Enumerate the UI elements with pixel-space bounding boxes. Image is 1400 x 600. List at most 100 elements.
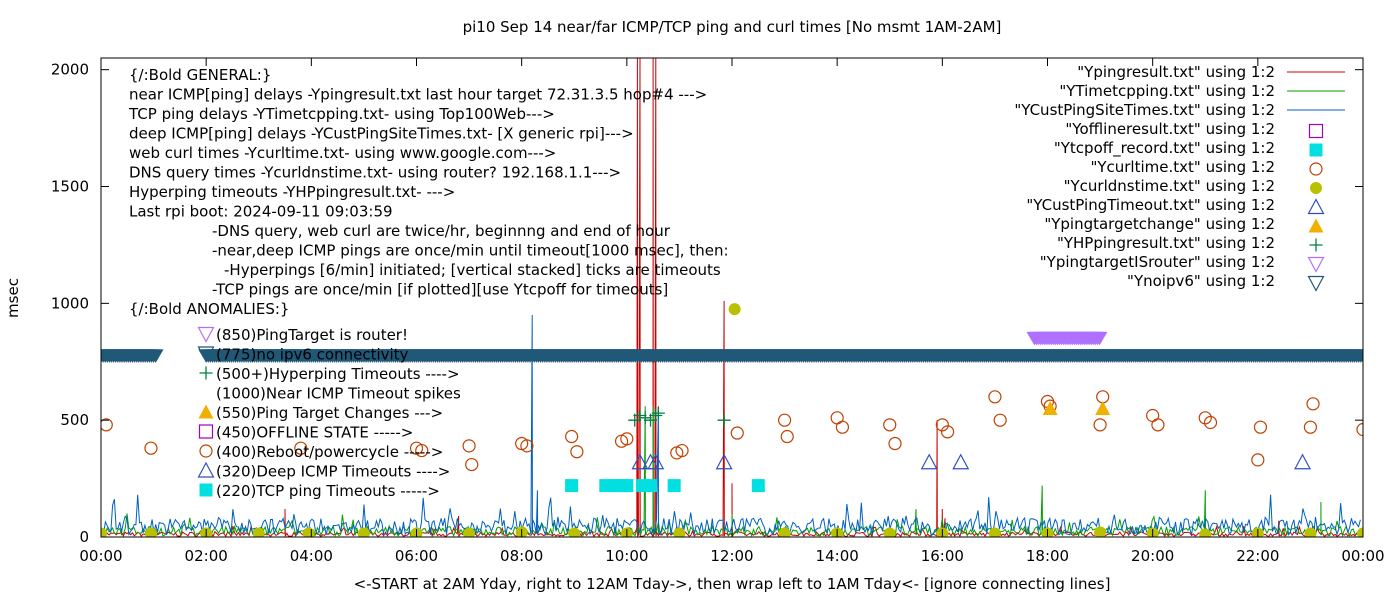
series-6-point-15 — [883, 527, 896, 537]
legend-entry-label: "YHPpingresult.txt" using 1:2 — [1057, 234, 1275, 252]
series-5-point-16 — [777, 413, 792, 427]
series-7-point-3 — [715, 453, 733, 470]
series-5-point-20 — [883, 418, 897, 432]
series-5-point-4 — [415, 443, 429, 458]
series-8-point-1 — [1095, 400, 1111, 415]
x-tick-label: 10:00 — [605, 547, 648, 565]
series-5-point-0 — [101, 418, 113, 432]
series-4-point-6 — [643, 479, 657, 493]
series-5-point-5 — [462, 439, 476, 453]
series-6-point-11 — [673, 527, 686, 537]
series-5-point-25 — [993, 413, 1007, 427]
anomaly-marker — [199, 366, 213, 380]
series-5-point-15 — [730, 426, 744, 440]
legend-marker-swatch — [1308, 123, 1324, 139]
legend: "Ypingresult.txt" using 1:2"YTimetcpping… — [1014, 63, 1345, 292]
anomaly-label: (850)PingTarget is router! — [216, 326, 408, 344]
series-7-point-2 — [647, 453, 665, 470]
annotation-line: -near,deep ICMP pings are once/min until… — [212, 242, 729, 260]
anomaly-label: (220)TCP ping Timeouts -----> — [216, 482, 440, 500]
series-6-point-5 — [357, 527, 370, 537]
series-5-point-2 — [294, 441, 308, 455]
annotation-line: DNS query times -Ycurldnstime.txt- using… — [129, 164, 621, 182]
plot-area — [101, 58, 1363, 537]
series-5-point-23 — [940, 425, 955, 439]
y-tick-label: 2000 — [51, 61, 89, 79]
anomaly-marker — [199, 483, 213, 497]
legend-entry-label: "Ycurltime.txt" using 1:2 — [1090, 158, 1275, 176]
series-6-point-24 — [1357, 527, 1363, 537]
legend-entry-label: "YpingtargetISrouter" using 1:2 — [1040, 253, 1275, 271]
series-5-point-10 — [570, 445, 584, 459]
x-tick-label: 00:00 — [1341, 547, 1384, 565]
series-5-point-21 — [888, 436, 902, 451]
series-6-point-0 — [101, 527, 107, 537]
annotation-line: {/:Bold GENERAL:} — [129, 66, 271, 84]
annotation-line: -Hyperpings [6/min] initiated; [vertical… — [224, 261, 721, 279]
series-5-point-9 — [565, 429, 579, 444]
series-5-point-34 — [1251, 453, 1265, 467]
series-5-point-35 — [1253, 420, 1268, 434]
series-7-point-5 — [952, 453, 970, 470]
annotation-line: deep ICMP[ping] delays -YCustPingSiteTim… — [129, 125, 634, 143]
legend-entry-label: "YCustPingTimeout.txt" using 1:2 — [1026, 196, 1275, 214]
series-5-point-38 — [1356, 422, 1363, 437]
chart-title: pi10 Sep 14 near/far ICMP/TCP ping and c… — [463, 18, 1002, 36]
anomaly-label: (1000)Near ICMP Timeout spikes — [216, 385, 461, 403]
series-line-1 — [103, 406, 1361, 537]
y-tick-label: 1500 — [51, 178, 89, 196]
legend-entry-label: "YCustPingSiteTimes.txt" using 1:2 — [1014, 101, 1275, 119]
series-7-point-4 — [920, 453, 938, 470]
series-9-point-6 — [717, 413, 731, 427]
series-6-point-19 — [1094, 526, 1107, 537]
anomaly-marker — [199, 444, 213, 458]
series-11-mark-0 — [147, 349, 164, 363]
series-6-point-12 — [728, 303, 741, 316]
x-tick-label: 08:00 — [500, 547, 543, 565]
legend-marker-swatch — [1307, 275, 1325, 292]
legend-marker-swatch — [1309, 238, 1323, 252]
annotation-line: near ICMP[ping] delays -Ypingresult.txt … — [129, 86, 707, 104]
x-tick-label: 00:00 — [79, 547, 122, 565]
anomaly-label: (400)Reboot/powercycle -----> — [216, 443, 443, 461]
legend-marker-swatch — [1307, 198, 1325, 215]
anomaly-marker — [198, 404, 214, 419]
x-axis-label: <-START at 2AM Yday, right to 12AM Tday-… — [354, 575, 1111, 593]
legend-entry-label: "Ycurldnstime.txt" using 1:2 — [1064, 177, 1275, 195]
x-tick-label: 14:00 — [816, 547, 859, 565]
series-5-point-28 — [1093, 418, 1107, 432]
series-5-point-24 — [988, 390, 1002, 404]
series-5-point-19 — [835, 420, 850, 434]
series-5-point-36 — [1303, 420, 1318, 434]
series-7-point-0 — [631, 453, 649, 470]
legend-marker-swatch — [1309, 162, 1323, 176]
series-9-point-5 — [651, 406, 665, 420]
series-4-point-0 — [565, 479, 579, 493]
series-9-point-4 — [649, 408, 663, 422]
anomaly-marker — [198, 424, 214, 439]
annotation-line: web curl times -Ycurltime.txt- using www… — [129, 144, 556, 162]
annotation-line: TCP ping delays -YTimetcpping.txt- using… — [128, 105, 555, 123]
series-6-point-17 — [988, 527, 1001, 537]
series-6-point-7 — [463, 527, 476, 537]
legend-entry-label: "Ypingtargetchange" using 1:2 — [1044, 215, 1275, 233]
x-tick-label: 22:00 — [1236, 547, 1279, 565]
series-10-mark-0 — [1091, 331, 1108, 346]
legend-entry-label: "Yofflineresult.txt" using 1:2 — [1065, 120, 1275, 138]
anomaly-label: (450)OFFLINE STATE -----> — [216, 424, 413, 442]
series-5-point-14 — [675, 443, 689, 458]
anomaly-label: (775)no ipv6 connectivity — [216, 346, 409, 364]
x-tick-label: 16:00 — [921, 547, 964, 565]
series-5-point-1 — [144, 441, 158, 455]
annotation-line: Last rpi boot: 2024-09-11 09:03:59 — [129, 203, 393, 221]
anomalies-block: (850)PingTarget is router! (775)no ipv6 c… — [197, 326, 461, 500]
series-11-mark-1 — [1355, 349, 1363, 363]
series-6-point-13 — [778, 527, 791, 537]
series-5-point-22 — [935, 418, 949, 432]
annotation-line: -DNS query, web curl are twice/hr, begin… — [212, 222, 671, 240]
series-6-point-3 — [252, 527, 265, 537]
y-tick-label: 1000 — [51, 294, 89, 312]
series-4-point-8 — [751, 479, 765, 493]
legend-entry-label: "Ypingresult.txt" using 1:2 — [1077, 63, 1275, 81]
